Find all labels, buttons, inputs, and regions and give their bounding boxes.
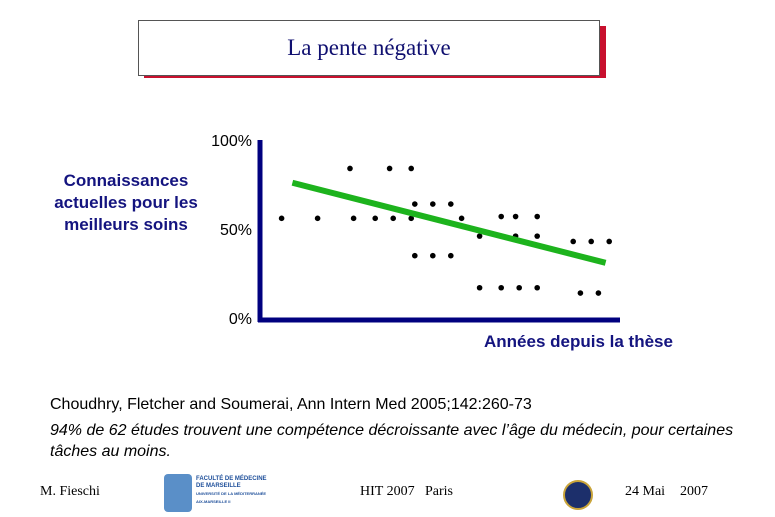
citation: Choudhry, Fletcher and Soumerai, Ann Int… <box>50 396 532 413</box>
point <box>476 284 483 291</box>
point <box>347 165 353 172</box>
point <box>534 213 540 220</box>
y-tick-label: 50% <box>220 222 252 239</box>
footer-event: HIT 2007 <box>360 484 415 499</box>
point <box>534 284 540 291</box>
point <box>412 252 418 259</box>
footer-date: 24 Mai <box>625 484 666 499</box>
point <box>512 213 519 220</box>
point <box>448 201 454 207</box>
y-axis-title: Connaissances actuelles pour les meilleu… <box>54 171 198 234</box>
point <box>350 215 357 222</box>
footer-author: M. Fieschi <box>40 484 100 499</box>
logo-line: FACULTÉ DE MÉDECINE <box>196 476 267 482</box>
point <box>595 290 602 296</box>
point <box>278 215 285 222</box>
y-tick-label: 100% <box>211 133 252 150</box>
faculty-logo <box>164 474 192 512</box>
logo-line: UNIVERSITÉ DE LA MÉDITERRANÉE <box>196 491 267 496</box>
logo-line: AIX-MARSEILLE II <box>196 499 231 504</box>
logo-line: DE MARSEILLE <box>196 483 241 489</box>
point <box>412 201 418 207</box>
point <box>314 215 321 222</box>
title-box: La pente négative <box>138 20 600 76</box>
footer-place: Paris <box>425 484 453 499</box>
slide-title: La pente négative <box>287 35 451 60</box>
point <box>606 238 612 245</box>
note: 94% de 62 études trouvent une compétence… <box>50 422 734 460</box>
point <box>386 165 393 172</box>
point <box>448 252 454 259</box>
point <box>498 213 505 220</box>
trend-line <box>291 179 607 266</box>
point <box>430 201 436 207</box>
point <box>498 284 505 291</box>
point <box>408 215 415 222</box>
point <box>577 290 584 296</box>
y-tick-label: 0% <box>229 311 252 328</box>
round-logo <box>563 480 593 510</box>
point <box>588 238 594 245</box>
point <box>458 215 465 222</box>
point <box>390 215 397 222</box>
point <box>570 238 576 245</box>
point <box>476 233 483 239</box>
point <box>534 233 540 239</box>
point <box>430 252 436 259</box>
x-axis-title: Années depuis la thèse <box>484 332 673 351</box>
logo-text: FACULTÉ DE MÉDECINE DE MARSEILLE UNIVERS… <box>196 476 267 506</box>
point <box>408 165 415 172</box>
point <box>516 284 522 291</box>
point <box>372 215 379 222</box>
footer-year: 2007 <box>680 484 708 499</box>
